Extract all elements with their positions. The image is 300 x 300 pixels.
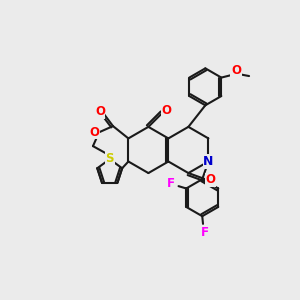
Text: O: O	[231, 64, 241, 77]
Text: F: F	[201, 226, 209, 239]
Text: F: F	[167, 177, 175, 190]
Text: O: O	[89, 126, 100, 139]
Text: N: N	[203, 155, 214, 168]
Text: O: O	[206, 173, 216, 187]
Text: O: O	[95, 105, 105, 118]
Text: S: S	[106, 152, 114, 165]
Text: O: O	[162, 104, 172, 117]
